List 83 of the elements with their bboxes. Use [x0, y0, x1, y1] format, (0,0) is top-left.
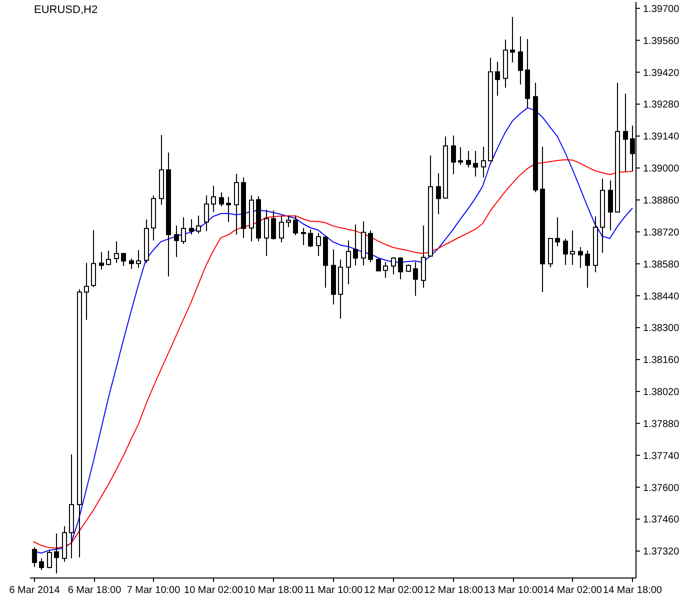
- candlestick: [510, 16, 515, 63]
- candlestick: [608, 180, 613, 231]
- y-tick-label: 1.38160: [643, 355, 680, 366]
- candlestick: [623, 93, 628, 172]
- y-tick-label: 1.38440: [643, 291, 680, 302]
- y-tick-label: 1.37460: [643, 514, 680, 526]
- x-tick-label: 14 Mar 02:00: [543, 585, 602, 596]
- y-tick-label: 1.39560: [643, 36, 680, 47]
- candlestick: [286, 215, 291, 228]
- y-tick-label: 1.39000: [643, 164, 680, 175]
- candlestick: [466, 150, 471, 168]
- candlestick: [451, 135, 456, 175]
- candlestick: [421, 224, 426, 288]
- x-tick-label: 6 Mar 2014: [9, 585, 60, 596]
- candlestick: [91, 230, 96, 288]
- candlestick: [383, 262, 388, 278]
- candlestick: [495, 61, 500, 96]
- candlestick: [316, 232, 321, 257]
- candlestick: [271, 210, 276, 240]
- candlestick: [346, 240, 351, 285]
- candlestick: [279, 215, 284, 243]
- candlestick: [106, 250, 111, 266]
- candlestick: [570, 230, 575, 266]
- y-tick-label: 1.39700: [643, 4, 680, 15]
- y-tick-label: 1.38300: [643, 323, 680, 334]
- candlestick: [518, 36, 523, 86]
- candlestick: [129, 258, 134, 270]
- candlestick: [211, 185, 216, 213]
- candlestick: [391, 256, 396, 275]
- candlestick: [39, 558, 44, 571]
- candlestick: [376, 258, 381, 272]
- y-tick-label: 1.39420: [643, 68, 680, 79]
- candlestick: [398, 256, 403, 280]
- candlestick: [204, 194, 209, 232]
- y-tick-label: 1.37880: [643, 418, 680, 430]
- candlestick: [563, 238, 568, 266]
- x-tick-label: 14 Mar 18:00: [603, 585, 662, 596]
- x-tick-label: 12 Mar 02:00: [364, 585, 424, 596]
- y-tick-label: 1.38860: [643, 195, 680, 206]
- x-tick-label: 6 Mar 18:00: [68, 585, 122, 596]
- candlestick: [32, 546, 37, 568]
- x-tick-label: 13 Mar 10:00: [484, 585, 544, 596]
- y-tick-label: 1.39280: [643, 100, 680, 111]
- candlestick: [308, 229, 313, 248]
- candlestick: [234, 173, 239, 236]
- y-tick-label: 1.38020: [643, 387, 680, 398]
- candlestick: [196, 215, 201, 234]
- y-tick-label: 1.38720: [643, 227, 680, 238]
- candlestick: [555, 216, 560, 247]
- candlestick: [458, 146, 463, 166]
- y-tick-label: 1.38580: [643, 259, 680, 270]
- y-tick-label: 1.37740: [643, 450, 680, 462]
- x-tick-label: 7 Mar 10:00: [126, 585, 181, 596]
- candlestick: [578, 246, 583, 268]
- candlestick: [353, 224, 358, 266]
- candlestick: [84, 262, 89, 320]
- candlestick: [219, 192, 224, 207]
- candlestick: [114, 240, 119, 264]
- candlestick: [293, 215, 298, 236]
- candlestick: [174, 224, 179, 258]
- x-tick-label: 12 Mar 18:00: [424, 585, 484, 596]
- candlestick: [181, 216, 186, 244]
- chart-title: EURUSD,H2: [34, 4, 98, 17]
- candlestick: [99, 252, 104, 270]
- x-tick-label: 10 Mar 18:00: [244, 585, 304, 596]
- candlestick: [54, 533, 59, 574]
- x-tick-label: 10 Mar 02:00: [184, 585, 244, 596]
- candlestick: [136, 250, 141, 268]
- y-tick-label: 1.37600: [643, 482, 680, 494]
- candlestick: [436, 172, 441, 215]
- candlestick: [481, 146, 486, 178]
- y-tick-label: 1.37320: [643, 546, 680, 558]
- candlestick: [121, 252, 126, 267]
- x-tick-label: 11 Mar 10:00: [304, 585, 364, 596]
- candlestick: [47, 550, 52, 569]
- candlestick: [264, 209, 269, 257]
- candlestick: [413, 262, 418, 296]
- y-tick-label: 1.39140: [643, 132, 680, 143]
- candlestick: [226, 196, 231, 223]
- candlestick: [189, 218, 194, 236]
- candlestick: [585, 250, 590, 288]
- candlestick: [301, 227, 306, 246]
- candlestick: [473, 150, 478, 177]
